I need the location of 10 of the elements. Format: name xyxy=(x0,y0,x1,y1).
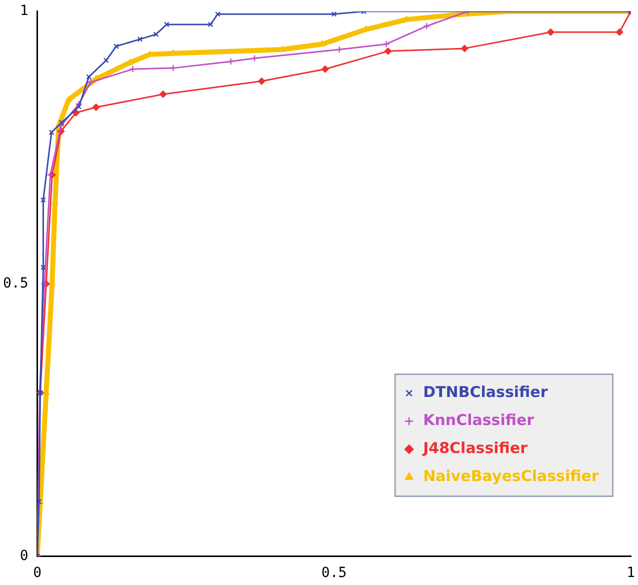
x-tick-label: 0.5 xyxy=(321,565,347,582)
legend-label: KnnClassifier xyxy=(423,411,535,430)
legend-label: J48Classifier xyxy=(422,439,528,458)
y-tick-label: 1 xyxy=(20,3,28,20)
y-tick-label: 0.5 xyxy=(2,275,28,292)
y-tick-label: 0 xyxy=(20,548,28,564)
x-tick-label: 0 xyxy=(33,565,42,582)
x-tick-label: 1 xyxy=(626,565,636,582)
legend-label: NaiveBayesClassifier xyxy=(423,467,600,486)
legend-label: DTNBClassifier xyxy=(423,383,548,402)
